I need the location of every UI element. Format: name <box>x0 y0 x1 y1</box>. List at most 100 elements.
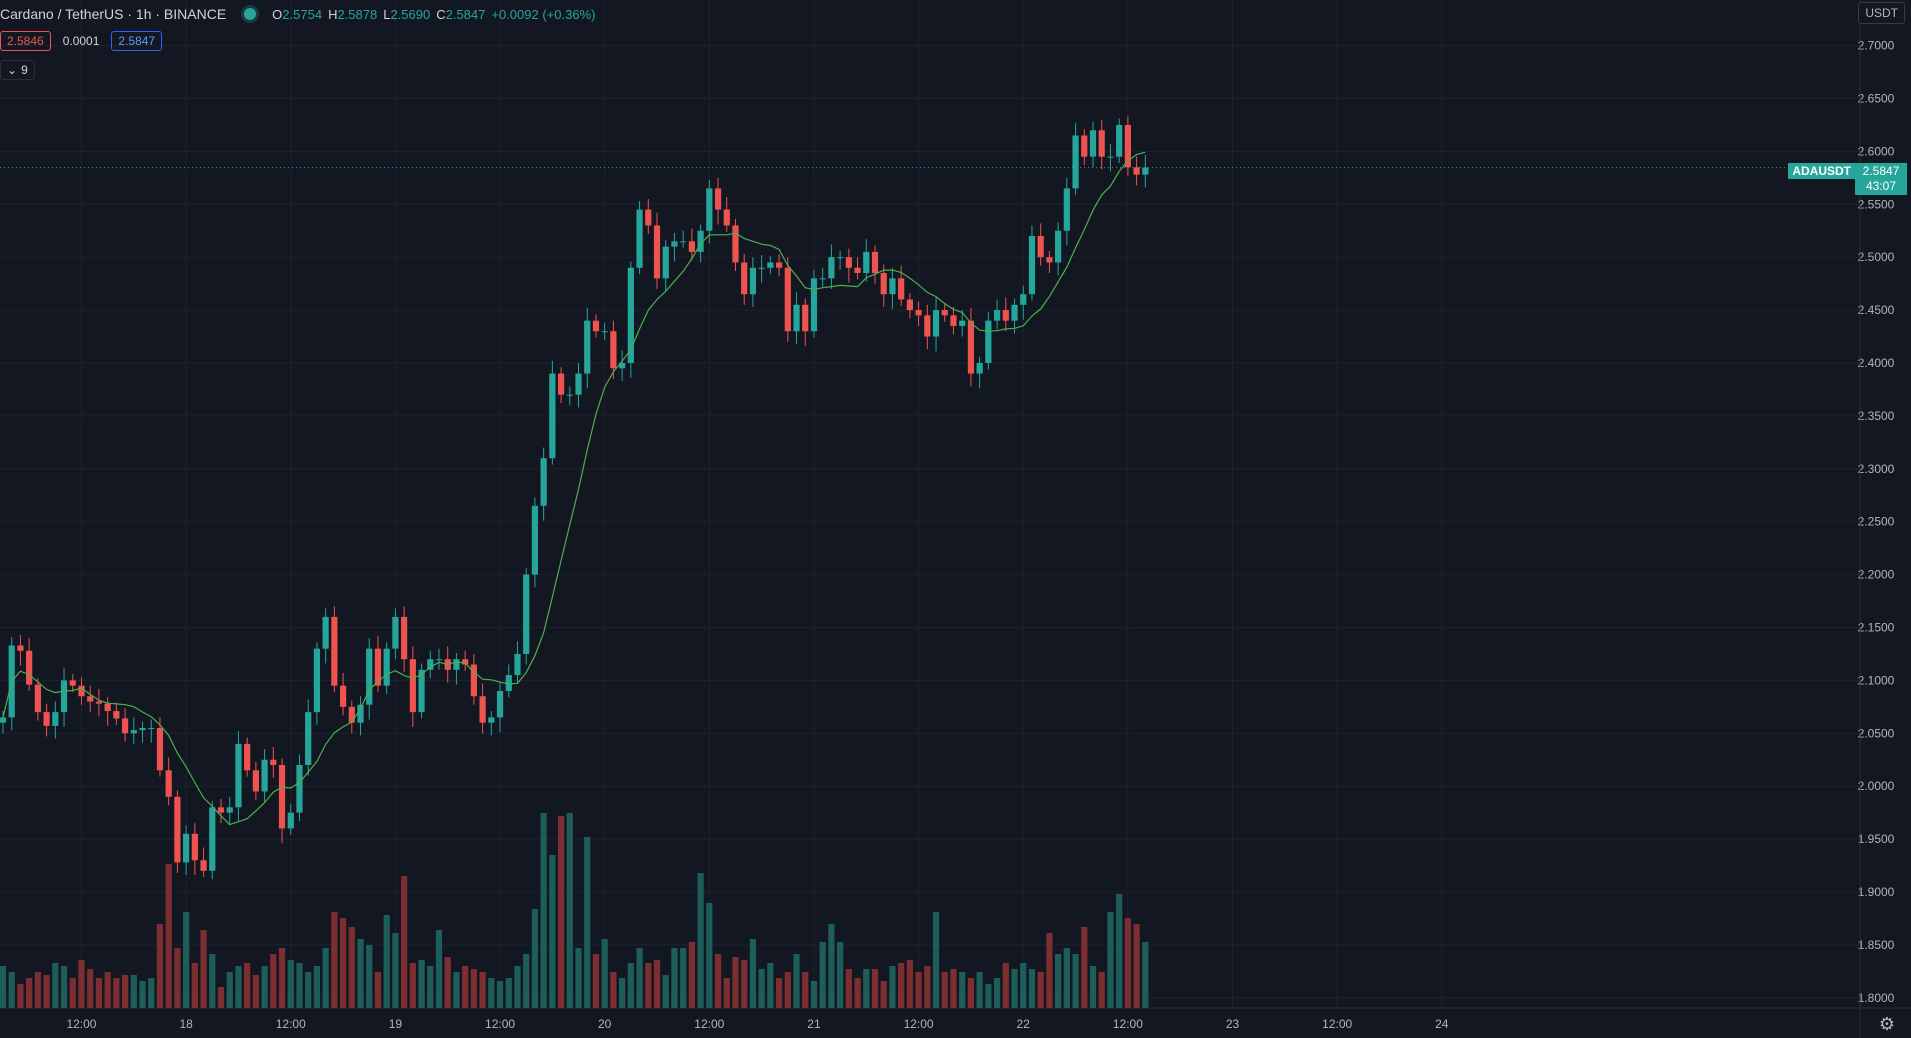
candle-body <box>1089 130 1097 157</box>
volume-bar <box>802 972 809 1008</box>
x-tick-label: 23 <box>1226 1017 1240 1031</box>
candle-body <box>0 717 7 723</box>
candle-body <box>1028 236 1036 295</box>
volume-bar <box>653 960 661 1008</box>
currency-button[interactable]: USDT <box>1858 2 1905 24</box>
volume-bar <box>217 987 225 1008</box>
volume-bar <box>139 981 146 1008</box>
candle-body <box>889 278 896 295</box>
volume-bar <box>845 969 852 1008</box>
volume-bar <box>339 918 347 1008</box>
volume-bar <box>165 864 172 1008</box>
volume-bar <box>444 957 451 1008</box>
volume-bar <box>1063 948 1070 1008</box>
candle-body <box>706 188 713 231</box>
volume-bar <box>732 957 739 1008</box>
volume-bar <box>1055 954 1062 1008</box>
volume-bar <box>610 972 617 1008</box>
candle-body <box>680 241 687 243</box>
candle-body <box>880 273 887 295</box>
candle-body <box>967 320 975 374</box>
candle-body <box>26 650 33 685</box>
candle-body <box>348 706 355 723</box>
volume-bar <box>1002 963 1009 1008</box>
candle-body <box>993 310 1001 321</box>
candle-body <box>1098 130 1105 157</box>
buy-price-button[interactable]: 2.5847 <box>111 31 163 51</box>
candle-body <box>409 659 416 713</box>
volume-bar <box>235 966 242 1008</box>
volume-bar <box>1046 933 1053 1008</box>
market-status-icon <box>244 8 257 20</box>
candle-body <box>1107 156 1114 158</box>
volume-bar <box>313 966 321 1008</box>
candle-body <box>976 362 983 374</box>
volume-bar <box>758 969 765 1008</box>
x-tick-label: 12:00 <box>694 1017 724 1031</box>
candle-body <box>470 664 477 697</box>
y-tick-label: 2.0500 <box>1858 726 1895 740</box>
candle-body <box>435 659 443 661</box>
candle-body <box>17 645 24 651</box>
volume-bar <box>1124 918 1131 1008</box>
sell-price-button[interactable]: 2.5846 <box>0 31 51 51</box>
volume-bar <box>985 984 992 1008</box>
candle-body <box>357 704 364 723</box>
volume-bar <box>915 972 922 1008</box>
candle-body <box>592 320 600 332</box>
candle-body <box>810 278 818 332</box>
candle-body <box>87 696 94 702</box>
volume-bar <box>113 978 120 1008</box>
y-tick-label: 2.4500 <box>1858 303 1895 317</box>
volume-bar <box>95 978 103 1008</box>
candle-body <box>1142 167 1149 175</box>
volume-bar <box>950 969 957 1008</box>
candle-body <box>1002 310 1009 321</box>
candle-body <box>1055 230 1062 263</box>
volume-bar <box>706 903 713 1008</box>
volume-bar <box>837 942 844 1008</box>
candle-body <box>645 209 652 226</box>
candle-body <box>366 648 373 705</box>
candle-body <box>305 712 312 766</box>
settings-gear-icon[interactable]: ⚙ <box>1878 1014 1896 1034</box>
candle-body <box>932 310 940 337</box>
symbol-title[interactable]: Cardano / TetherUS · 1h · BINANCE <box>0 6 227 22</box>
candle-body <box>479 696 486 723</box>
volume-bar <box>601 939 608 1008</box>
volume-bar <box>863 969 870 1008</box>
candle-body <box>200 860 207 871</box>
candle-body <box>287 812 294 829</box>
current-price-value: 2.5847 <box>1862 164 1900 178</box>
volume-bar <box>174 948 181 1008</box>
volume-bar <box>69 978 76 1008</box>
ohlc-open-value: 2.5754 <box>282 6 323 22</box>
y-tick-label: 2.5500 <box>1858 197 1895 211</box>
volume-bar <box>1116 894 1123 1008</box>
candle-body <box>566 394 573 396</box>
candle-body <box>1072 135 1079 189</box>
y-tick-label: 2.3000 <box>1858 462 1895 476</box>
volume-bar <box>357 939 364 1008</box>
candle-body <box>104 703 111 712</box>
y-tick-label: 1.9500 <box>1858 832 1895 846</box>
candle-body <box>837 257 844 259</box>
candle-body <box>1011 304 1018 321</box>
ohlc-values: O2.5754 H2.5878 L2.5690 C2.5847 <box>272 7 485 22</box>
volume-bar <box>1142 942 1149 1008</box>
candle-body <box>697 230 704 252</box>
candle-body <box>714 188 722 210</box>
volume-bar <box>531 909 539 1008</box>
volume-bar <box>697 873 704 1008</box>
y-tick-label: 1.8000 <box>1858 991 1895 1005</box>
volume-bar <box>810 981 818 1008</box>
candle-body <box>941 310 948 316</box>
candle-body <box>453 659 460 670</box>
volume-bar <box>156 924 164 1008</box>
candle-body <box>505 675 512 691</box>
candle-body <box>244 743 251 771</box>
indicators-toggle[interactable]: ⌄ 9 <box>0 60 35 80</box>
volume-bar <box>619 978 626 1008</box>
